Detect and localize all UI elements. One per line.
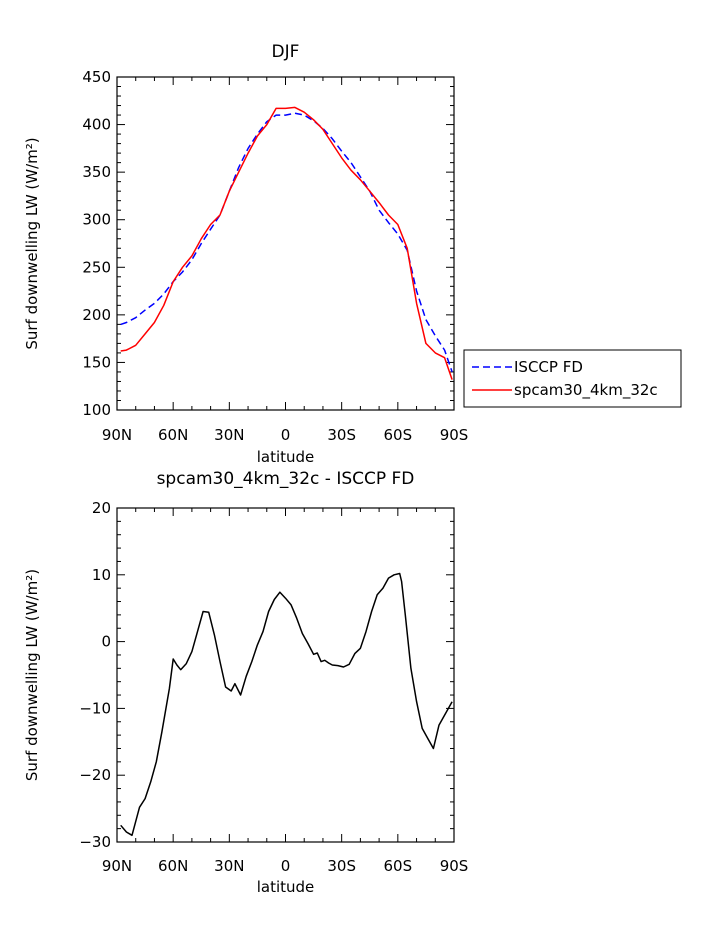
x-axis-label: latitude (257, 878, 315, 896)
x-tick-label: 90S (440, 426, 469, 444)
x-tick-label: 0 (281, 857, 291, 875)
y-tick-label: 350 (82, 163, 111, 181)
x-tick-label: 30S (327, 426, 356, 444)
y-tick-label: −20 (79, 766, 111, 784)
y-tick-label: 10 (92, 566, 111, 584)
legend-label-0: ISCCP FD (514, 358, 583, 376)
x-tick-label: 60S (384, 857, 413, 875)
y-axis-label: Surf downwelling LW (W/m²) (23, 137, 41, 349)
legend-label-1: spcam30_4km_32c (514, 381, 658, 400)
y-tick-label: 300 (82, 211, 111, 229)
x-tick-label: 90N (102, 857, 132, 875)
x-tick-label: 90N (102, 426, 132, 444)
y-tick-label: 150 (82, 353, 111, 371)
series-line-0 (120, 112, 453, 373)
y-tick-label: −10 (79, 699, 111, 717)
plot-frame (116, 507, 455, 843)
x-tick-label: 30N (214, 426, 244, 444)
y-tick-label: 0 (101, 633, 111, 651)
top-chart: 90N 60N 30N 0 30S 60S 90S 100 150 200 250 300 350 400… (23, 42, 468, 466)
x-tick-label: 60S (384, 426, 413, 444)
legend-box (463, 349, 682, 408)
y-tick-label: 100 (82, 401, 111, 419)
y-tick-label: 200 (82, 306, 111, 324)
x-axis-label: latitude (257, 448, 315, 466)
chart-title: spcam30_4km_32c - ISCCP FD (157, 469, 415, 489)
x-tick-label: 0 (281, 426, 291, 444)
x-tick-label: 60N (158, 426, 188, 444)
series-line-1 (120, 106, 453, 380)
x-tick-label: 30S (327, 857, 356, 875)
x-tick-label: 30N (214, 857, 244, 875)
chart-legend: ISCCP FD spcam30_4km_32c (463, 349, 682, 408)
chart-title: DJF (272, 42, 300, 62)
y-tick-label: 450 (82, 68, 111, 86)
x-tick-label: 60N (158, 857, 188, 875)
bottom-chart: 90N 60N 30N 0 30S 60S 90S −30 −20 −10 0 10 20 spcam30… (23, 469, 468, 896)
y-tick-label: 400 (82, 116, 111, 134)
y-axis-label: Surf downwelling LW (W/m²) (23, 569, 41, 781)
series-line-0 (120, 572, 453, 837)
x-tick-label: 90S (440, 857, 469, 875)
y-tick-label: 20 (92, 499, 111, 517)
y-tick-label: −30 (79, 833, 111, 851)
y-tick-label: 250 (82, 258, 111, 276)
plot-frame (116, 76, 455, 411)
